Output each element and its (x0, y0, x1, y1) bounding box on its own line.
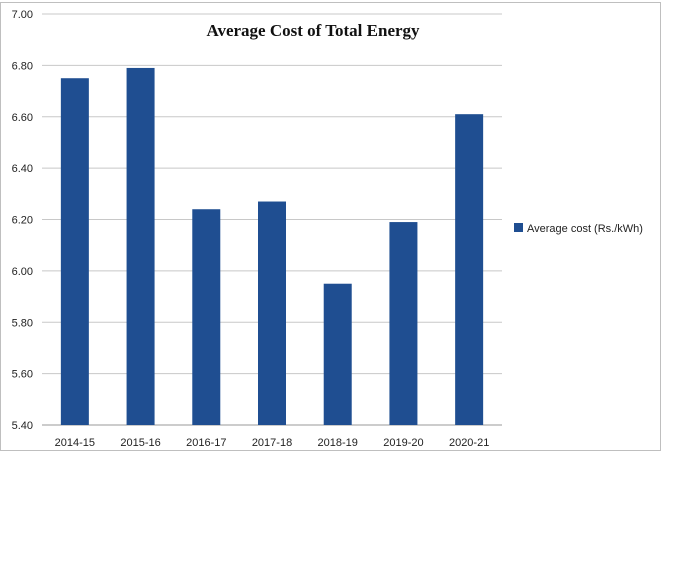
y-tick-label: 6.20 (12, 215, 33, 227)
y-tick-label: 6.40 (12, 163, 33, 175)
y-tick-label: 6.00 (12, 266, 33, 278)
x-tick-label: 2014-15 (55, 437, 95, 449)
bar-2014-15 (60, 78, 89, 425)
bar-2018-19 (323, 283, 352, 425)
x-tick-label: 2018-19 (318, 437, 358, 449)
chart-frame: 5.40 5.60 5.80 6.00 6.20 6.40 6.60 6.80 7.00 201… (0, 2, 661, 451)
bars (60, 67, 484, 426)
y-tick-label: 6.80 (12, 60, 33, 72)
gridlines (42, 13, 502, 426)
y-tick-label: 5.40 (12, 420, 33, 432)
y-axis-ticks: 5.40 5.60 5.80 6.00 6.20 6.40 6.60 6.80 7.00 (12, 9, 33, 432)
y-tick-label: 6.60 (12, 112, 33, 124)
bar-chart: 5.40 5.60 5.80 6.00 6.20 6.40 6.60 6.80 7.00 201… (0, 2, 661, 451)
y-tick-label: 7.00 (12, 9, 33, 21)
bar-2020-21 (455, 114, 484, 426)
y-tick-label: 5.60 (12, 369, 33, 381)
x-tick-label: 2016-17 (186, 437, 226, 449)
x-axis-ticks: 2014-15 2015-16 2016-17 2017-18 2018-19 2019-… (55, 437, 490, 449)
bar-2017-18 (258, 201, 286, 425)
x-tick-label: 2019-20 (383, 437, 423, 449)
chart-title: Average Cost of Total Energy (206, 21, 420, 40)
bar-2016-17 (192, 209, 221, 425)
chart-border (0, 2, 661, 451)
x-tick-label: 2015-16 (120, 437, 160, 449)
legend-swatch (514, 223, 523, 232)
bar-2015-16 (126, 67, 155, 425)
y-tick-label: 5.80 (12, 317, 33, 329)
x-tick-label: 2017-18 (252, 437, 292, 449)
legend: Average cost (Rs./kWh) (514, 223, 643, 235)
legend-label: Average cost (Rs./kWh) (527, 223, 643, 235)
x-tick-label: 2020-21 (449, 437, 489, 449)
bar-2019-20 (389, 222, 418, 425)
